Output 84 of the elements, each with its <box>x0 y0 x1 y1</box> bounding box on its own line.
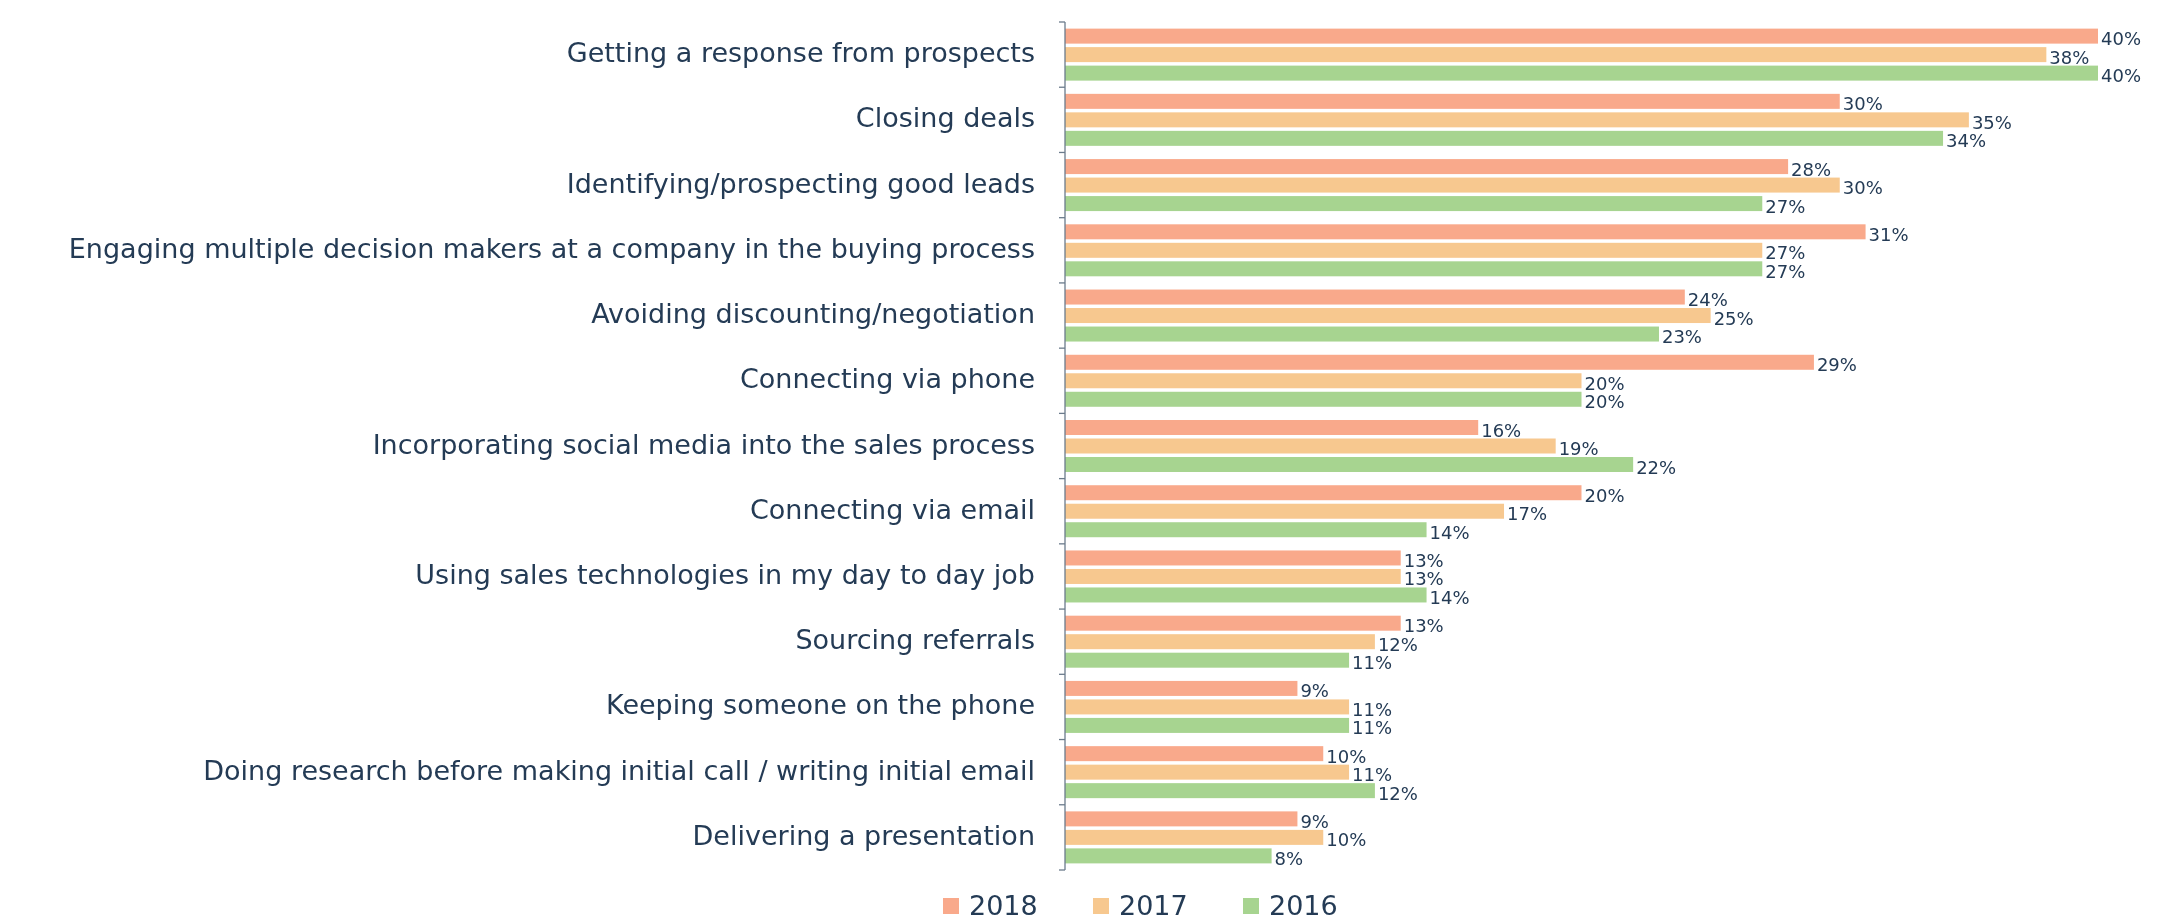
bar <box>1065 680 1298 696</box>
y-tick-label: Using sales technologies in my day to day job <box>415 558 1035 590</box>
bar <box>1065 848 1272 864</box>
bar <box>1065 485 1582 501</box>
data-label: 9% <box>1300 810 1329 832</box>
bar <box>1065 354 1814 370</box>
bar <box>1065 829 1324 845</box>
bar <box>1065 615 1401 631</box>
bar <box>1065 568 1401 584</box>
y-tick-label: Incorporating social media into the sales process <box>372 428 1035 460</box>
bar <box>1065 503 1505 519</box>
data-label: 14% <box>1429 521 1470 543</box>
data-label: 30% <box>1842 177 1883 199</box>
data-label: 20% <box>1584 372 1625 394</box>
data-label: 10% <box>1326 745 1367 767</box>
bar <box>1065 196 1763 212</box>
bar <box>1065 289 1685 305</box>
bar <box>1065 783 1375 799</box>
bar <box>1065 717 1350 733</box>
bar <box>1065 177 1840 193</box>
data-label: 29% <box>1816 354 1857 376</box>
y-tick-label: Engaging multiple decision makers at a company in the buying process <box>68 232 1035 264</box>
data-label: 31% <box>1868 223 1909 245</box>
bar <box>1065 746 1324 762</box>
y-tick-label: Avoiding discounting/negotiation <box>591 298 1035 330</box>
bar <box>1065 587 1427 603</box>
data-label: 23% <box>1661 326 1702 348</box>
bar <box>1065 242 1763 258</box>
data-label: 8% <box>1274 847 1304 869</box>
bar <box>1065 457 1634 472</box>
bar <box>1065 93 1840 109</box>
data-label: 38% <box>2049 46 2090 68</box>
data-label: 34% <box>1946 130 1987 152</box>
bar <box>1065 652 1350 668</box>
legend-label: 2016 <box>1269 889 1338 921</box>
y-tick-label: Identifying/prospecting good leads <box>566 167 1035 199</box>
bar <box>1065 550 1401 566</box>
data-label: 28% <box>1791 158 1832 180</box>
bar <box>1065 159 1789 175</box>
data-label: 19% <box>1558 438 1599 459</box>
y-tick-label: Delivering a presentation <box>692 819 1035 851</box>
y-tick-label: Keeping someone on the phone <box>606 689 1035 721</box>
bar <box>1065 28 2098 44</box>
bar <box>1065 634 1375 650</box>
data-label: 16% <box>1481 419 1522 441</box>
legend-label: 2017 <box>1119 889 1188 921</box>
bar <box>1065 373 1582 389</box>
bar <box>1065 764 1350 780</box>
data-label: 35% <box>1971 111 2012 133</box>
bar <box>1065 130 1944 146</box>
bar <box>1065 326 1659 342</box>
bar <box>1065 522 1427 538</box>
data-label: 13% <box>1403 549 1444 571</box>
bar <box>1065 699 1350 715</box>
bar <box>1065 308 1711 324</box>
data-label: 9% <box>1300 680 1329 702</box>
bar <box>1065 420 1479 435</box>
data-label: 11% <box>1352 698 1393 720</box>
legend-label: 2018 <box>969 889 1038 921</box>
y-tick-label: Sourcing referrals <box>795 624 1035 656</box>
y-tick-label: Connecting via phone <box>739 363 1035 395</box>
y-tick-label: Doing research before making initial call / writing initial email <box>203 754 1035 786</box>
bar <box>1065 47 2047 63</box>
bar <box>1065 811 1298 827</box>
y-tick-label: Getting a response from prospects <box>566 37 1035 69</box>
y-tick-label: Closing deals <box>855 102 1035 134</box>
data-label: 40% <box>2101 28 2142 50</box>
bar <box>1065 438 1556 454</box>
bar <box>1065 65 2098 81</box>
bar <box>1065 112 1969 128</box>
data-label: 17% <box>1507 503 1548 525</box>
data-label: 11% <box>1352 717 1393 739</box>
data-label: 30% <box>1842 93 1883 115</box>
bar <box>1065 391 1582 407</box>
data-label: 20% <box>1584 484 1625 506</box>
data-label: 20% <box>1584 391 1625 413</box>
y-tick-label: Connecting via email <box>749 493 1035 525</box>
data-label: 22% <box>1636 456 1677 478</box>
data-label: 11% <box>1352 652 1393 674</box>
data-label: 27% <box>1765 195 1806 217</box>
data-label: 10% <box>1326 829 1367 851</box>
data-label: 40% <box>2101 65 2142 87</box>
bar <box>1065 224 1866 240</box>
bar <box>1065 261 1763 277</box>
